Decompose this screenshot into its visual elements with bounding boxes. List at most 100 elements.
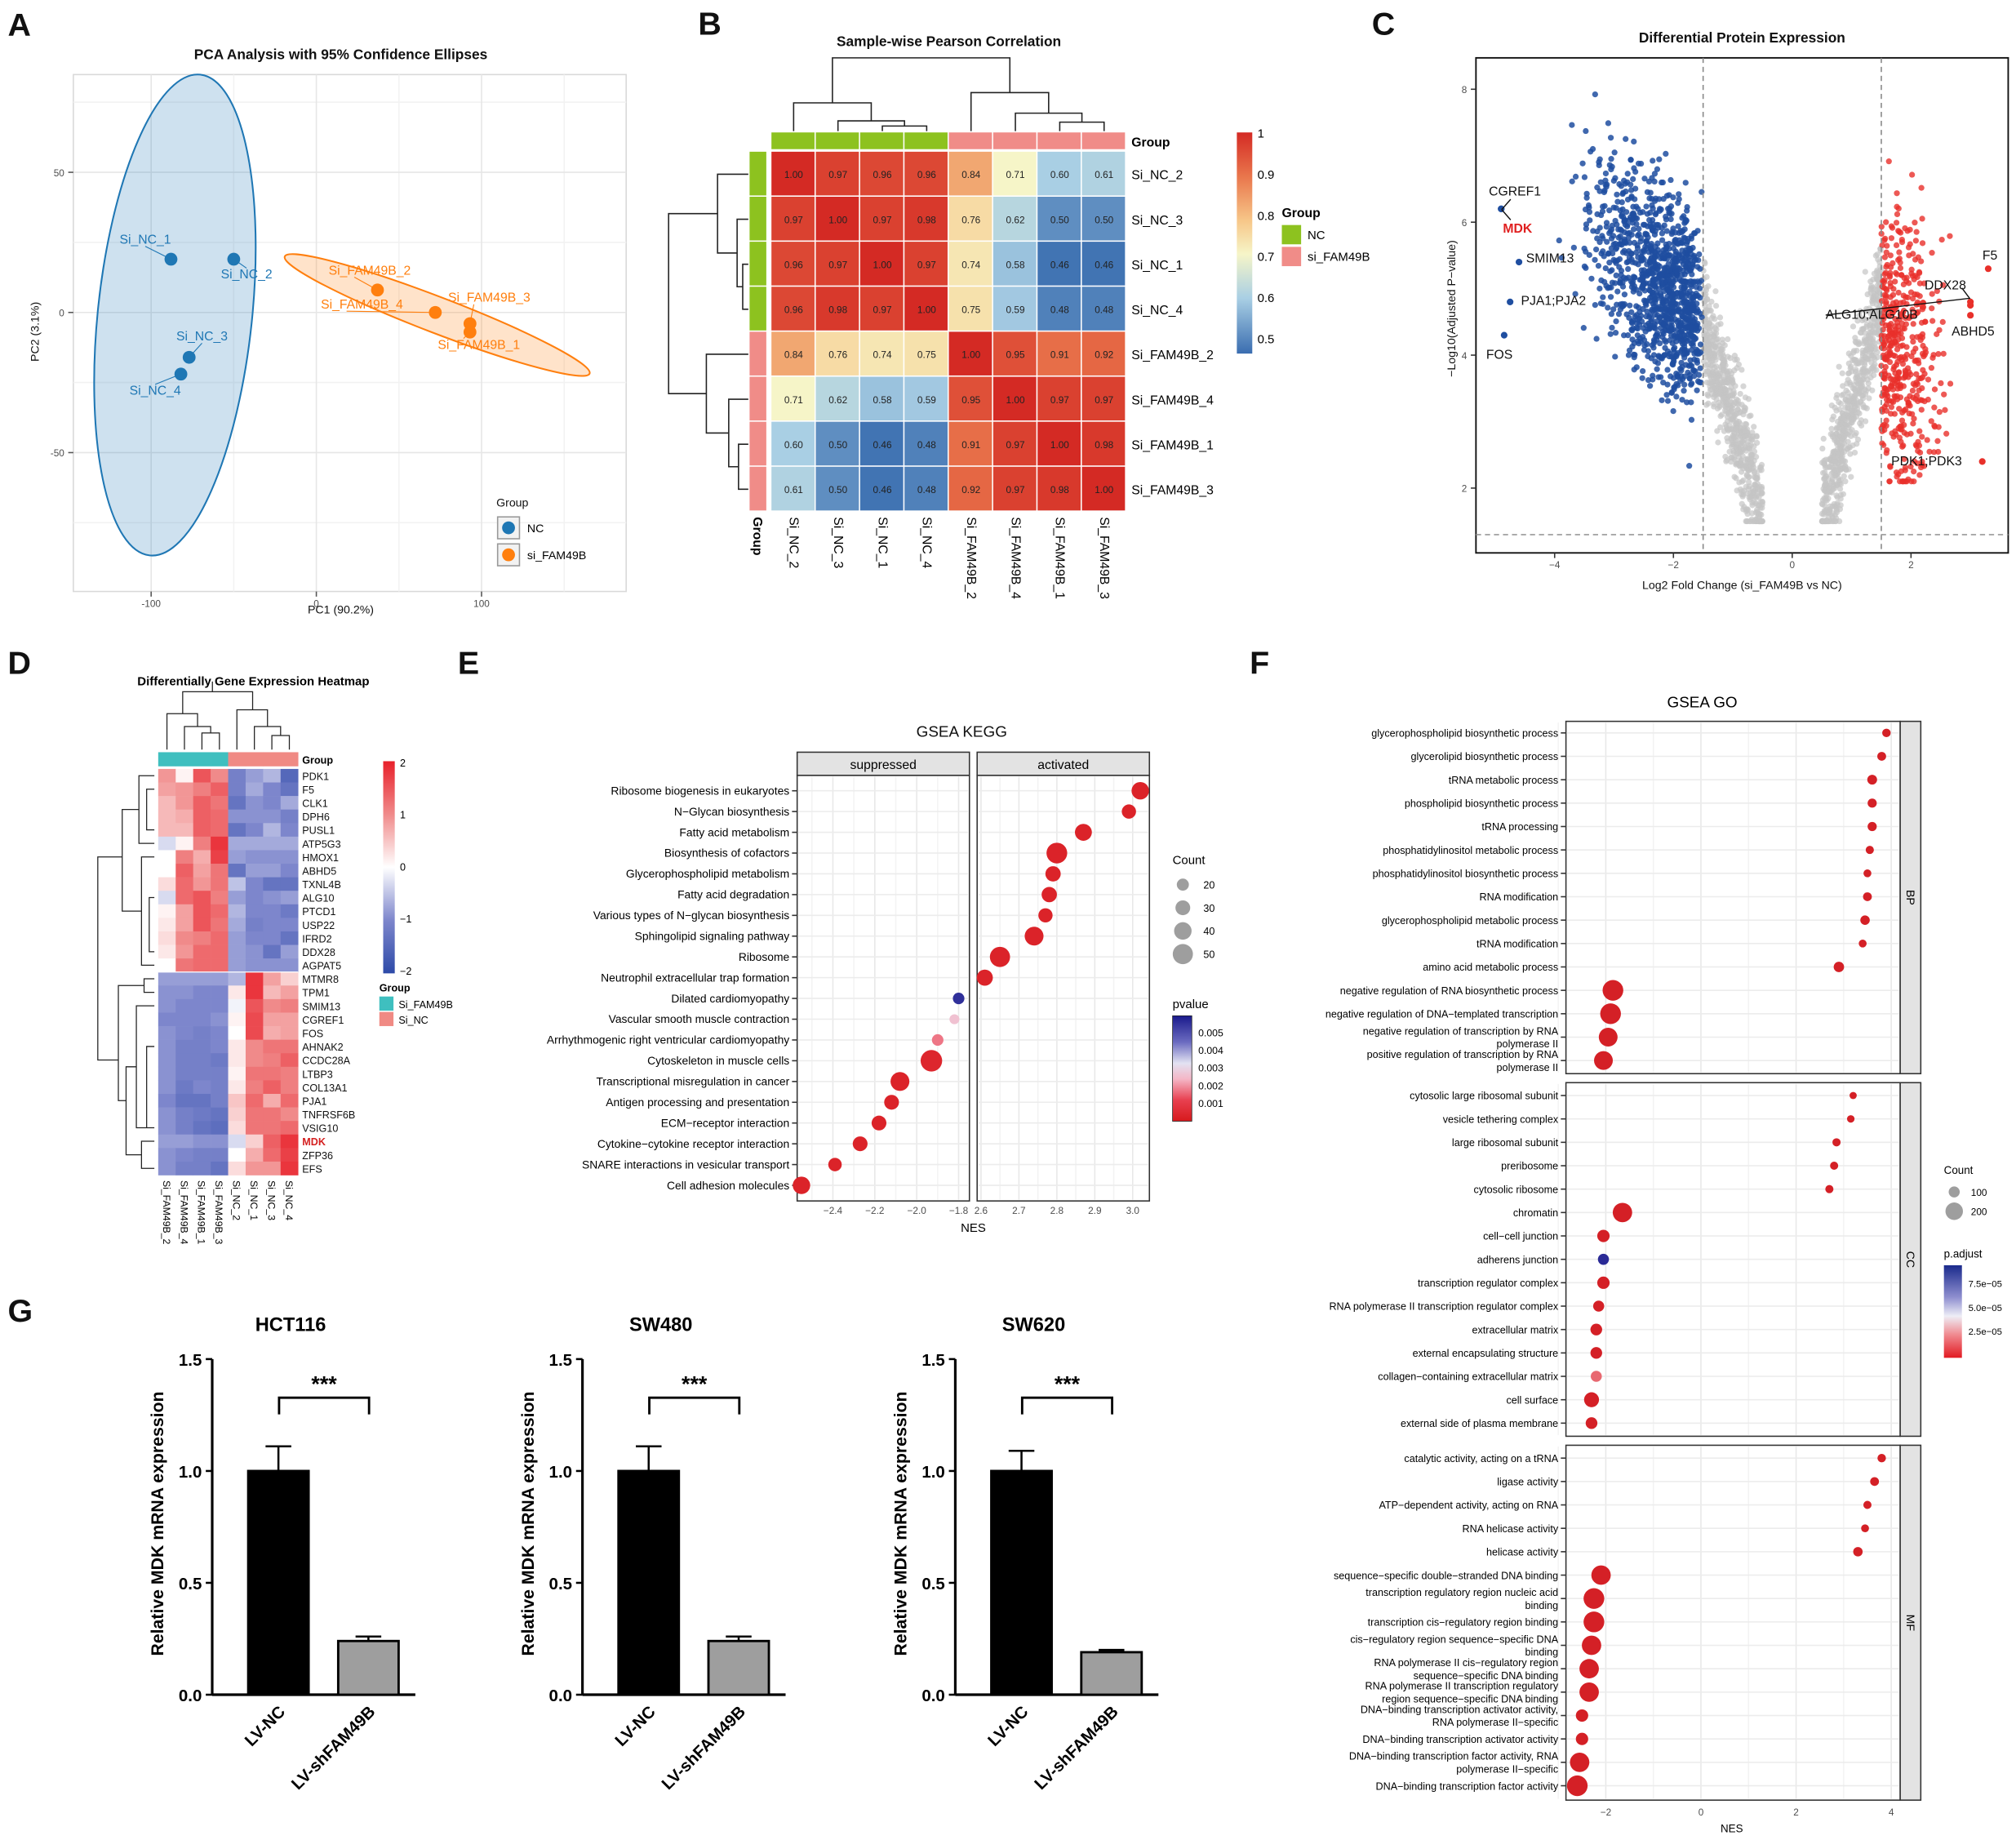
protein-point (1604, 238, 1610, 245)
heatmap-cell (263, 1026, 282, 1040)
protein-point (1853, 367, 1859, 373)
cell-value: 1.00 (1006, 394, 1025, 406)
heatmap-cell (158, 1039, 176, 1054)
protein-point (1600, 248, 1606, 255)
protein-point (1899, 361, 1907, 367)
protein-point (1878, 332, 1885, 339)
protein-point (1866, 395, 1872, 402)
protein-point (1696, 279, 1703, 286)
protein-point (1845, 360, 1852, 367)
term-label: negative regulation of DNA−templated tra… (1325, 1009, 1558, 1020)
protein-point (1572, 173, 1579, 180)
protein-point (1736, 479, 1743, 486)
heatmap-cell (158, 1134, 176, 1149)
term-label: amino acid metabolic process (1423, 962, 1558, 973)
protein-point (1856, 372, 1863, 380)
heatmap-cell (193, 891, 211, 905)
protein-point (1659, 252, 1666, 259)
protein-point (1596, 224, 1603, 231)
heatmap-cell (211, 1012, 229, 1027)
x-tick-label: 2 (1793, 1807, 1799, 1818)
protein-point (1681, 307, 1689, 313)
protein-point (1637, 338, 1644, 344)
protein-point (1734, 406, 1741, 413)
cell-value: 0.61 (784, 484, 803, 496)
protein-point (1651, 338, 1658, 344)
cell-value: 0.96 (873, 169, 892, 180)
term-label: Fatty acid metabolism (679, 825, 789, 838)
protein-point (1758, 467, 1765, 473)
heatmap-cell (228, 985, 246, 1000)
heatmap-cell (175, 1134, 194, 1149)
protein-point (1612, 280, 1619, 287)
heatmap-cell (211, 864, 229, 878)
protein-point (1888, 383, 1894, 389)
gene-label: PJA1;PJA2 (1521, 294, 1586, 308)
heatmap-cell (175, 998, 194, 1013)
cell-value: 0.97 (828, 259, 847, 270)
protein-point (1659, 296, 1665, 302)
protein-point (1697, 365, 1703, 371)
size-legend-label: 200 (1971, 1206, 1987, 1217)
group-annotation-cell (749, 376, 766, 421)
color-legend-title: pvalue (1173, 998, 1209, 1011)
cell-value: 0.62 (1006, 214, 1025, 225)
heatmap-cell (245, 998, 264, 1013)
protein-point (1597, 300, 1605, 307)
column-label: Si_FAM49B_2 (161, 1180, 172, 1245)
protein-point (1934, 331, 1940, 337)
heatmap-cell (175, 1121, 194, 1136)
y-tick-label: 0 (59, 307, 64, 318)
heatmap-cell (263, 1107, 282, 1122)
protein-point (1852, 386, 1858, 393)
protein-point (1941, 391, 1947, 398)
protein-point (1720, 395, 1726, 402)
protein-point (1647, 209, 1654, 216)
labeled-point (1967, 312, 1974, 319)
protein-point (1723, 458, 1730, 464)
protein-point (1613, 318, 1619, 325)
protein-point (1630, 351, 1637, 358)
gene-label: ALG10 (302, 893, 334, 904)
protein-point (1893, 242, 1900, 248)
heatmap-cell (228, 1134, 246, 1149)
term-label: RNA helicase activity (1463, 1523, 1559, 1535)
dendrogram-branch (1059, 121, 1105, 131)
y-tick-label: 1.0 (179, 1463, 202, 1482)
protein-point (1919, 240, 1926, 247)
protein-point (1888, 320, 1894, 327)
colorbar-tick-label: 2.5e−05 (1969, 1327, 2002, 1337)
protein-point (1888, 223, 1895, 229)
x-tick-label: −2 (1601, 1807, 1611, 1818)
protein-point (1681, 234, 1687, 241)
heatmap-cell (158, 944, 176, 959)
protein-point (1749, 502, 1756, 509)
protein-point (1725, 427, 1732, 434)
cell-value: 1.00 (1095, 484, 1113, 496)
group-annotation-cell (749, 196, 766, 241)
protein-point (1684, 399, 1690, 406)
protein-point (1629, 259, 1636, 265)
protein-point (1625, 265, 1632, 273)
heatmap-cell (263, 958, 282, 973)
protein-point (1819, 497, 1827, 504)
protein-point (1678, 359, 1685, 366)
protein-point (1834, 392, 1841, 398)
protein-point (1753, 476, 1760, 482)
protein-point (1668, 310, 1675, 317)
protein-point (1681, 350, 1688, 357)
heatmap-cell (158, 1066, 176, 1081)
protein-point (1681, 388, 1687, 394)
cell-value: 0.48 (917, 439, 936, 451)
heatmap-cell (992, 287, 1037, 331)
heatmap-cell (263, 904, 282, 918)
term-dot (828, 1158, 842, 1171)
protein-point (1898, 353, 1904, 361)
protein-point (1859, 317, 1866, 324)
cell-value: 0.50 (1050, 214, 1069, 225)
heatmap-cell (992, 242, 1037, 286)
protein-point (1885, 158, 1892, 165)
protein-point (1609, 324, 1615, 331)
group-annotation-cell (859, 132, 904, 149)
heatmap-cell (211, 944, 229, 959)
